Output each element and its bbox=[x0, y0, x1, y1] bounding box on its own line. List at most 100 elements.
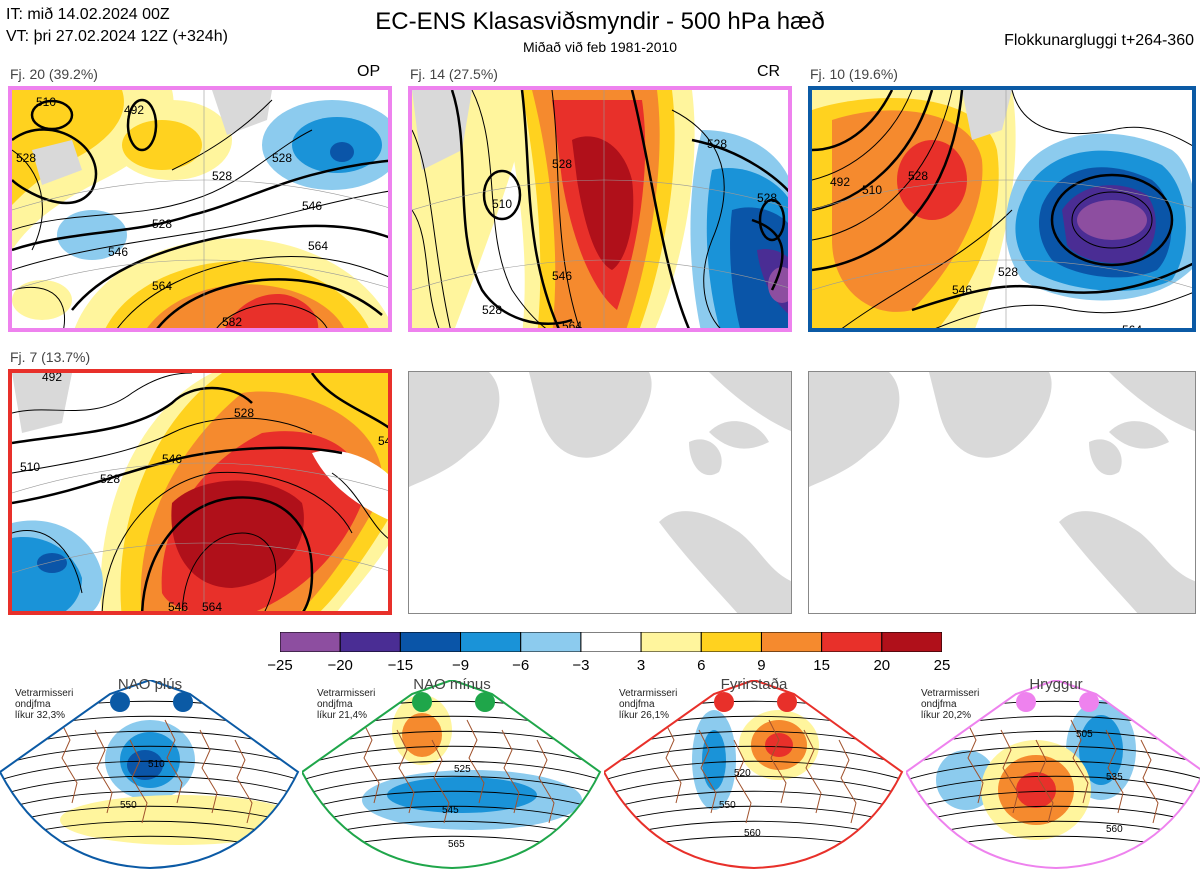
contour-label: 546 bbox=[302, 199, 322, 213]
empty-map-6 bbox=[808, 371, 1196, 614]
regime-marker-dot bbox=[173, 692, 193, 712]
cluster-code-2: CR bbox=[757, 63, 781, 80]
colorbar-swatch bbox=[399, 631, 462, 653]
colorbar-tick-label: 25 bbox=[933, 657, 951, 674]
regime-outline bbox=[904, 678, 1200, 870]
contour-label: 582 bbox=[222, 315, 242, 329]
regime-marker-dot bbox=[714, 692, 734, 712]
colorbar-swatch bbox=[460, 631, 522, 653]
regime-contour-label: 505 bbox=[1076, 729, 1093, 740]
regime-probability-note: Vetrarmisseri ondjfma líkur 20,2% bbox=[921, 688, 980, 721]
regime-contour-label: 510 bbox=[148, 759, 165, 770]
cluster-map-3: 492 510 528 528 546 564 bbox=[808, 86, 1196, 332]
contour-label: 492 bbox=[42, 373, 62, 384]
colorbar-tick-label: −25 bbox=[267, 657, 293, 674]
regime-panel: 525 545 565 bbox=[300, 678, 602, 880]
colorbar-swatch bbox=[640, 631, 702, 653]
cluster-label-2: Fj. 14 (27.5%) bbox=[410, 66, 498, 82]
contour-label: 528 bbox=[707, 137, 727, 151]
regime-panel: 505 535 560 bbox=[904, 678, 1200, 880]
contour-label: 564 bbox=[202, 600, 222, 614]
colorbar-svg bbox=[279, 631, 943, 653]
regime-probability-note: Vetrarmisseri ondjfma líkur 32,3% bbox=[15, 688, 74, 721]
empty-map-5 bbox=[408, 371, 792, 614]
colorbar-tick-label: 6 bbox=[697, 657, 706, 674]
regime-panel: 520 550 560 bbox=[602, 678, 904, 880]
classification-window: Flokkunargluggi t+264-360 bbox=[1004, 32, 1194, 49]
regime-marker-dot bbox=[1016, 692, 1036, 712]
contour-label: 510 bbox=[20, 460, 40, 474]
contour-label: 528 bbox=[212, 169, 232, 183]
contour-label: 546 bbox=[378, 434, 392, 448]
colorbar-tick-label: −6 bbox=[512, 657, 530, 674]
cluster-label-3: Fj. 10 (19.6%) bbox=[810, 66, 898, 82]
regime-contour-label: 525 bbox=[454, 764, 471, 775]
contour-label: 528 bbox=[16, 151, 36, 165]
contour-label: 528 bbox=[908, 169, 928, 183]
regime-marker-dot bbox=[475, 692, 495, 712]
contour-label: 528 bbox=[100, 472, 120, 486]
colorbar-swatch bbox=[760, 631, 823, 653]
contour-label: 510 bbox=[492, 197, 512, 211]
regime-contour-label: 535 bbox=[1106, 772, 1123, 783]
regime-marker-dot bbox=[1079, 692, 1099, 712]
colorbar-tick-label: −3 bbox=[572, 657, 590, 674]
contour-label: 528 bbox=[552, 157, 572, 171]
regime-contour-label: 550 bbox=[719, 800, 736, 811]
regime-contour-label: 545 bbox=[442, 805, 459, 816]
contour-label: 546 bbox=[108, 245, 128, 259]
colorbar-swatch bbox=[339, 631, 401, 653]
colorbar-tick-label: 3 bbox=[636, 657, 646, 674]
page-subtitle: Miðað við feb 1981-2010 bbox=[522, 39, 678, 55]
contour-label: 492 bbox=[124, 103, 144, 117]
contour-label: 528 bbox=[234, 406, 254, 420]
contour-label: 564 bbox=[308, 239, 328, 253]
colorbar-swatch bbox=[881, 631, 943, 653]
contour-label: 546 bbox=[168, 600, 188, 614]
regime-title: Fyrirstaða bbox=[720, 676, 788, 693]
colorbar-swatch bbox=[520, 631, 582, 653]
regime-panel: 510 550 bbox=[0, 678, 300, 880]
colorbar-swatch bbox=[821, 631, 883, 653]
regime-contour-label: 560 bbox=[744, 828, 761, 839]
contour-label: 510 bbox=[862, 183, 882, 197]
colorbar-swatch bbox=[279, 631, 341, 653]
colorbar-swatch bbox=[700, 631, 762, 653]
contour-label: 546 bbox=[552, 269, 572, 283]
regime-probability-note: Vetrarmisseri ondjfma líkur 21,4% bbox=[317, 688, 376, 721]
cluster-code-1: OP bbox=[357, 63, 381, 80]
valid-time: VT: þri 27.02.2024 12Z (+324h) bbox=[6, 28, 228, 45]
regime-title: NAO mínus bbox=[413, 676, 491, 693]
regime-contour-label: 560 bbox=[1106, 824, 1123, 835]
regime-outline bbox=[300, 678, 602, 870]
contour-label: 528 bbox=[272, 151, 292, 165]
cluster-label-4: Fj. 7 (13.7%) bbox=[10, 349, 91, 365]
colorbar-swatch bbox=[580, 631, 642, 653]
colorbar-tick-label: −15 bbox=[387, 657, 414, 674]
regime-probability-note: Vetrarmisseri ondjfma líkur 26,1% bbox=[619, 688, 678, 721]
colorbar-tick-label: 20 bbox=[873, 657, 891, 674]
regime-marker-dot bbox=[777, 692, 797, 712]
contour-label: 528 bbox=[757, 191, 777, 205]
contour-label: 546 bbox=[162, 452, 182, 466]
colorbar-tick-label: 9 bbox=[757, 657, 766, 674]
cluster-map-1: 510 492 528 528 546 528 546 564 564 582 … bbox=[8, 86, 392, 332]
regime-contour-label: 565 bbox=[448, 839, 465, 850]
initial-time: IT: mið 14.02.2024 00Z bbox=[6, 6, 170, 23]
contour-label: 564 bbox=[1122, 323, 1142, 332]
contour-label: 492 bbox=[830, 175, 850, 189]
regime-title: NAO plús bbox=[117, 676, 183, 693]
contour-label: 546 bbox=[952, 283, 972, 297]
header-left: IT: mið 14.02.2024 00Z VT: þri 27.02.202… bbox=[6, 4, 228, 48]
colorbar bbox=[279, 631, 943, 653]
regime-outline bbox=[0, 678, 300, 870]
colorbar-tick-label: −9 bbox=[451, 657, 470, 674]
cluster-label-1: Fj. 20 (39.2%) bbox=[10, 66, 98, 82]
contour-label: 564 bbox=[562, 319, 582, 332]
colorbar-tick-label: 15 bbox=[813, 657, 830, 674]
colorbar-tick-label: −20 bbox=[327, 657, 353, 674]
regime-marker-dot bbox=[110, 692, 130, 712]
contour-label: 510 bbox=[36, 95, 56, 109]
regime-title: Hryggur bbox=[1029, 676, 1083, 693]
regime-contour-label: 520 bbox=[734, 768, 751, 779]
